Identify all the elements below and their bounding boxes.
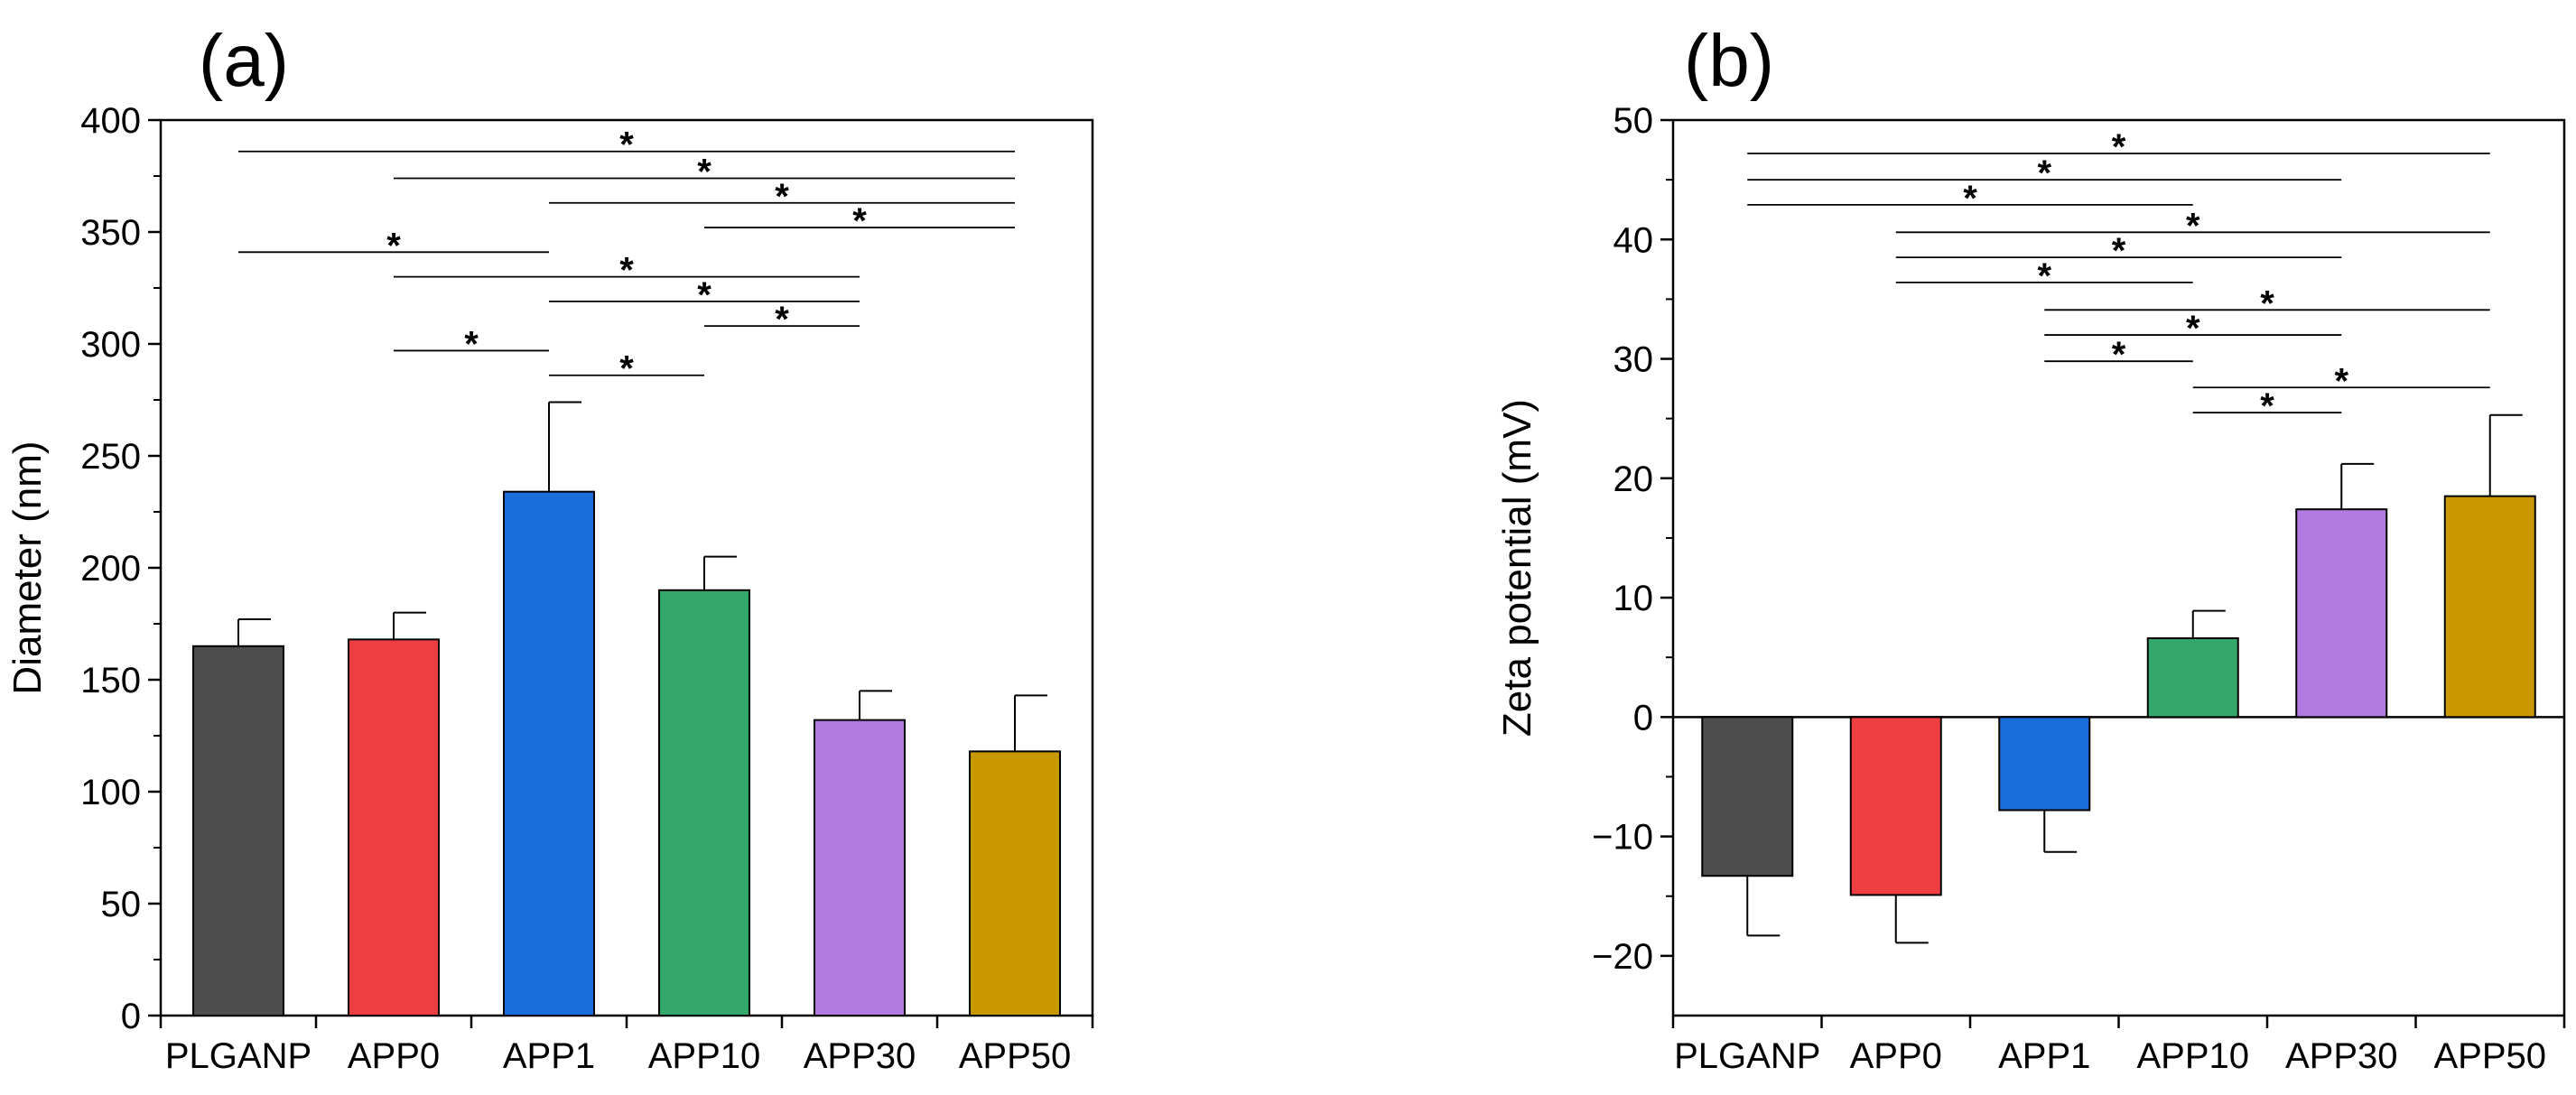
bar-plganp [1701,716,1794,877]
y-tick-label: 50 [1613,101,1654,141]
x-tick-label-app1: APP1 [1998,1036,2090,1076]
y-tick-label: 30 [1613,340,1654,380]
x-tick-label-app10: APP10 [2136,1036,2249,1076]
significance-star: * [386,226,401,265]
x-tick-label-plganp: PLGANP [165,1036,312,1076]
x-tick-label-app30: APP30 [804,1036,916,1076]
significance-star: * [619,251,634,291]
significance-star: * [2112,335,2126,375]
y-tick-label: 250 [80,437,141,477]
y-tick-label: 50 [101,885,142,924]
bar-app10 [658,589,750,1016]
significance-star: * [697,152,711,191]
y-axis-title: Zeta potential (mV) [1495,399,1539,737]
y-tick-label: 350 [80,213,141,253]
significance-star: * [852,201,867,241]
significance-star: * [2186,309,2200,348]
x-tick-label-app0: APP0 [348,1036,440,1076]
x-tick-label-app1: APP1 [503,1036,595,1076]
significance-star: * [2037,256,2051,296]
significance-star: * [619,125,634,165]
significance-star: * [1963,179,1977,218]
y-tick-label: −10 [1592,818,1653,858]
y-tick-label: 20 [1613,459,1654,499]
bar-app50 [2443,495,2536,719]
y-axis-title: Diameter (nm) [5,441,50,694]
significance-star: * [619,349,634,389]
significance-star: * [2112,127,2126,167]
significance-star: * [2037,153,2051,193]
bar-app30 [814,719,906,1016]
bar-plganp [192,645,284,1016]
y-tick-label: 0 [121,997,141,1036]
bar-app30 [2295,508,2388,719]
bar-app50 [969,750,1061,1016]
bar-app1 [1998,716,2091,812]
y-tick-label: 10 [1613,579,1654,618]
y-tick-label: 200 [80,549,141,589]
x-tick-label-app30: APP30 [2285,1036,2398,1076]
x-tick-label-plganp: PLGANP [1674,1036,1820,1076]
significance-star: * [775,177,789,217]
y-tick-label: 100 [80,773,141,812]
significance-star: * [775,300,789,339]
significance-star: * [2260,386,2274,426]
bar-app10 [2146,637,2239,719]
chart-panel-b: (b) Zeta potential (mV) −20 −10 0 10 20 30 40 50 P… [1495,20,2566,1076]
panel-label: (b) [1684,20,1774,102]
y-tick-label: 300 [80,325,141,365]
significance-star: * [2260,283,2274,323]
significance-star: * [2334,361,2348,401]
significance-star: * [464,324,479,364]
y-tick-label: 150 [80,661,141,701]
bar-app0 [1849,716,1942,896]
x-tick-label-app50: APP50 [2433,1036,2546,1076]
y-tick-label: 40 [1613,220,1654,260]
significance-star: * [2186,206,2200,246]
chart-panel-a: (a) Diameter (nm) 0 50 100 150 200 250 300 350 400… [5,20,1094,1076]
x-tick-label-app10: APP10 [648,1036,761,1076]
y-tick-label: −20 [1592,937,1653,977]
bar-app1 [503,490,595,1016]
bar-app0 [348,638,440,1016]
x-tick-label-app0: APP0 [1850,1036,1942,1076]
y-tick-label: 400 [80,101,141,141]
x-tick-label-app50: APP50 [959,1036,1072,1076]
significance-star: * [697,275,711,315]
panel-label: (a) [199,20,289,102]
significance-star: * [2112,231,2126,271]
y-tick-label: 0 [1633,698,1653,738]
